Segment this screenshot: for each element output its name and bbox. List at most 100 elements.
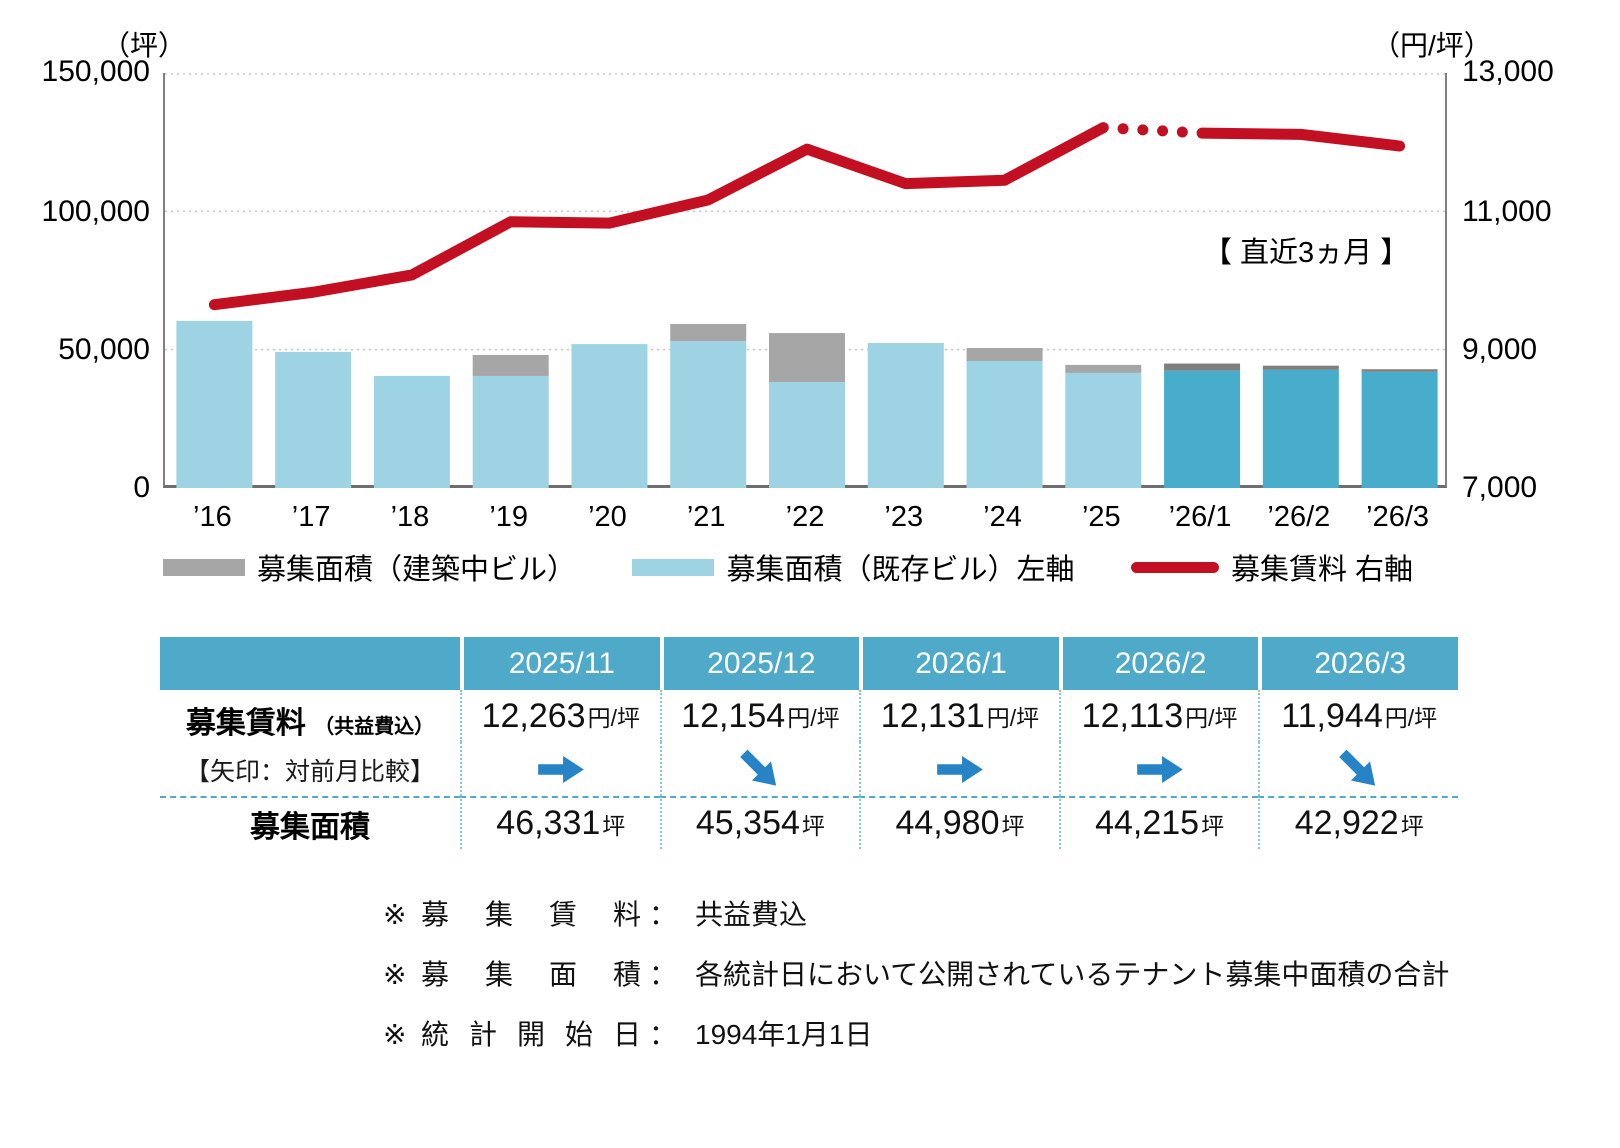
rent-line-dot	[1137, 124, 1149, 136]
left-ytick-150000: 150,000	[41, 55, 150, 88]
bar-construction-’24	[966, 348, 1043, 362]
x-tick-’24: ’24	[983, 501, 1022, 533]
legend-label-construction: 募集面積（建築中ビル）	[257, 554, 577, 586]
trend-arrow-icon	[1136, 755, 1183, 783]
bar-existing-’19	[472, 375, 549, 488]
legend-label-rent-line: 募集賃料 右軸	[1230, 554, 1413, 586]
footnote-label: 統 計 開 始 日	[421, 1019, 641, 1050]
left-ytick-0: 0	[133, 471, 150, 504]
trend-arrow-cell-4	[1058, 742, 1259, 796]
bar-construction-’26/3	[1361, 369, 1438, 372]
x-tick-’19: ’19	[489, 501, 529, 533]
right-axis-unit: （円/坪）	[1372, 30, 1492, 61]
area-value-4: 44,215 坪	[1058, 796, 1259, 849]
rent-value-5: 11,944 円/坪	[1258, 690, 1458, 742]
right-ytick-11000: 11,000	[1462, 195, 1552, 228]
bar-construction-’26/1	[1164, 363, 1241, 371]
footnote-text: 1994年1月1日	[695, 1019, 873, 1050]
footnote-colon: ：	[649, 899, 678, 930]
trend-arrow-icon	[937, 755, 983, 783]
right-ytick-13000: 13,000	[1462, 55, 1554, 88]
x-tick-’18: ’18	[390, 501, 430, 533]
legend-item-construction: 募集面積（建築中ビル）	[163, 546, 576, 588]
bar-existing-’23	[867, 343, 944, 488]
footnote-label: 募 集 賃 料	[421, 899, 641, 930]
legend-swatch-rent-line	[1130, 561, 1219, 573]
x-tick-’17: ’17	[291, 501, 331, 533]
footnote-text: 各統計日において公開されているテナント募集中面積の合計	[695, 959, 1450, 990]
legend-item-rent-line: 募集賃料 右軸	[1130, 546, 1413, 588]
footnote-text: 共益費込	[695, 899, 808, 930]
summary-table: 2025/11 2025/12 2026/1 2026/2 2026/3 募集賃…	[160, 637, 1458, 849]
table-header-month-5: 2026/3	[1258, 637, 1458, 690]
footnote-start-date: ※ 統 計 開 始 日 ： 1994年1月1日	[383, 1013, 1449, 1053]
bar-existing-’22	[769, 382, 845, 488]
bar-existing-’17	[275, 351, 352, 488]
bar-existing-’20	[571, 344, 648, 488]
table-header-month-3: 2026/1	[859, 637, 1059, 690]
rent-line	[208, 122, 1109, 311]
area-value-3: 44,980 坪	[859, 796, 1059, 849]
rent-label: 募集賃料 （共益費込）	[185, 707, 435, 740]
area-value-5: 42,922 坪	[1258, 796, 1458, 849]
x-axis-labels: ’16 ’17 ’18 ’19 ’20 ’21 ’22 ’23 ’24 ’25 ’26/1 ’26/2…	[163, 501, 1447, 539]
rent-label-sub: （共益費込）	[314, 716, 435, 738]
footnote-mark: ※	[383, 959, 407, 990]
table-header-month-4: 2026/2	[1058, 637, 1259, 690]
left-ytick-100000: 100,000	[41, 195, 150, 228]
trend-arrow-icon	[1339, 749, 1376, 786]
footnote-mark: ※	[383, 1019, 407, 1050]
right-ytick-9000: 9,000	[1462, 333, 1538, 366]
bar-existing-’26/1	[1164, 370, 1241, 488]
legend-item-existing: 募集面積（既存ビル）左軸	[632, 546, 1074, 588]
footnote-colon: ：	[649, 959, 678, 990]
left-axis-unit: （坪）	[102, 30, 187, 61]
rent-line-dot	[1117, 123, 1129, 135]
x-tick-’16: ’16	[193, 501, 232, 533]
x-tick-’23: ’23	[884, 501, 924, 533]
bar-construction-’19	[472, 354, 549, 376]
table-header-month-2: 2025/12	[659, 637, 860, 690]
chart-canvas	[165, 73, 1449, 488]
footnote-rent: ※ 募 集 賃 料 ： 共益費込	[383, 893, 1449, 933]
rent-value-4: 12,113 円/坪	[1058, 690, 1259, 742]
rent-value-2: 12,154 円/坪	[659, 690, 860, 742]
rent-row-label: 募集賃料 （共益費込） 【矢印：対前月比較】	[160, 690, 460, 796]
trend-arrow-cell-3	[859, 742, 1059, 796]
legend-swatch-existing	[632, 558, 715, 576]
legend-label-existing: 募集面積（既存ビル）左軸	[726, 554, 1075, 586]
x-tick-’22: ’22	[785, 501, 825, 533]
rent-line-dot	[1157, 125, 1169, 137]
bar-construction-’21	[670, 323, 747, 342]
rent-line-recent	[1196, 127, 1406, 152]
footnote-mark: ※	[383, 899, 407, 930]
bar-existing-’26/3	[1361, 371, 1438, 488]
table-header-blank	[160, 637, 460, 690]
right-ytick-7000: 7,000	[1462, 471, 1538, 504]
trend-arrow-cell-5	[1258, 742, 1458, 796]
bar-construction-’26/2	[1262, 365, 1339, 370]
footnotes: ※ 募 集 賃 料 ： 共益費込 ※ 募 集 面 積 ： 各統計日において公開さ…	[383, 893, 1449, 1073]
bar-existing-’24	[966, 361, 1043, 488]
area-value-2: 45,354 坪	[659, 796, 860, 849]
trend-arrow-cell-2	[659, 742, 860, 796]
bar-existing-’21	[670, 341, 747, 488]
area-value-1: 46,331 坪	[460, 796, 660, 849]
recent-3months-label: 【 直近3ヵ月 】	[1203, 237, 1410, 269]
bar-existing-’16	[176, 320, 253, 488]
bar-existing-’25	[1065, 372, 1142, 488]
x-tick-’26/3: ’26/3	[1366, 501, 1430, 533]
trend-arrow-icon	[740, 749, 777, 786]
footnote-label: 募 集 面 積	[421, 959, 641, 990]
x-tick-’26/2: ’26/2	[1267, 501, 1331, 533]
area-row-label: 募集面積	[160, 796, 460, 849]
left-ytick-50000: 50,000	[58, 333, 150, 366]
bar-construction-’22	[769, 333, 845, 383]
bar-existing-’18	[373, 375, 450, 488]
legend: 募集面積（建築中ビル） 募集面積（既存ビル）左軸 募集賃料 右軸	[163, 546, 1413, 588]
rent-value-1: 12,263 円/坪	[460, 690, 660, 742]
trend-arrow-icon	[537, 755, 584, 783]
trend-arrow-cell-1	[460, 742, 660, 796]
plot-area: 【 直近3ヵ月 】	[163, 73, 1449, 488]
legend-swatch-construction	[163, 558, 245, 576]
